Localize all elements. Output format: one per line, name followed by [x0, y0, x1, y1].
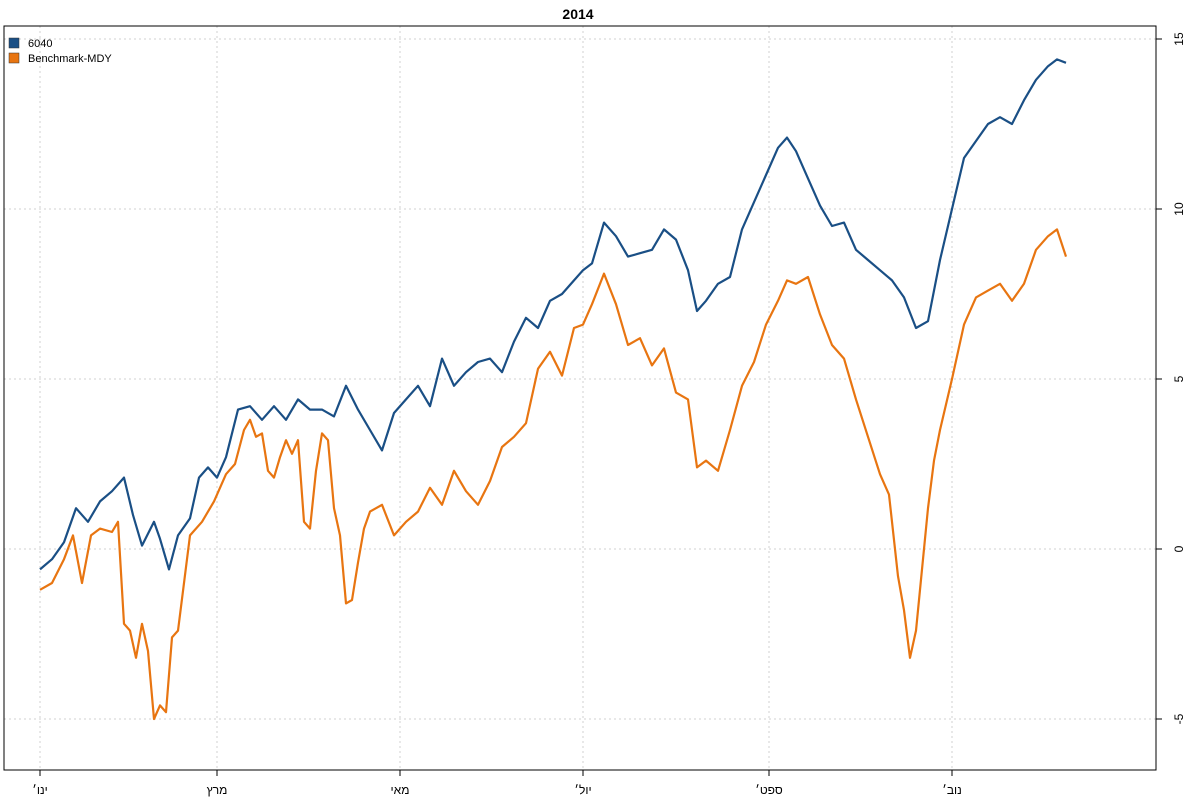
series-line-6040	[39, 58, 1067, 571]
x-tick-label: מאי	[391, 783, 410, 797]
legend-swatch-benchmark-mdy	[8, 52, 20, 64]
y-tick-label: 10	[1172, 202, 1186, 216]
grid-layer	[4, 26, 1156, 770]
y-tick-label: -5	[1172, 713, 1186, 724]
y-tick-label: 0	[1172, 545, 1186, 552]
series-layer	[39, 58, 1068, 721]
x-tick-label: ספט׳	[755, 783, 783, 797]
series-line-benchmark-mdy	[39, 228, 1068, 721]
legend: 6040 Benchmark-MDY	[8, 37, 112, 65]
y-axis: -5 0 5 10 15	[1156, 32, 1186, 724]
x-tick-label: יול׳	[574, 783, 591, 797]
chart-title: 2014	[562, 6, 593, 22]
y-tick-label: 5	[1172, 375, 1186, 382]
x-axis: ינו׳ מרץ מאי יול׳ ספט׳ נוב׳	[32, 770, 962, 797]
legend-label-6040: 6040	[28, 38, 52, 50]
x-tick-label: מרץ	[207, 783, 228, 797]
plot-frame	[3, 25, 1157, 771]
x-tick-label: נוב׳	[942, 783, 962, 797]
legend-swatch-6040	[8, 37, 20, 49]
y-tick-label: 15	[1172, 32, 1186, 46]
x-tick-label: ינו׳	[32, 783, 48, 797]
legend-label-benchmark-mdy: Benchmark-MDY	[28, 53, 112, 65]
